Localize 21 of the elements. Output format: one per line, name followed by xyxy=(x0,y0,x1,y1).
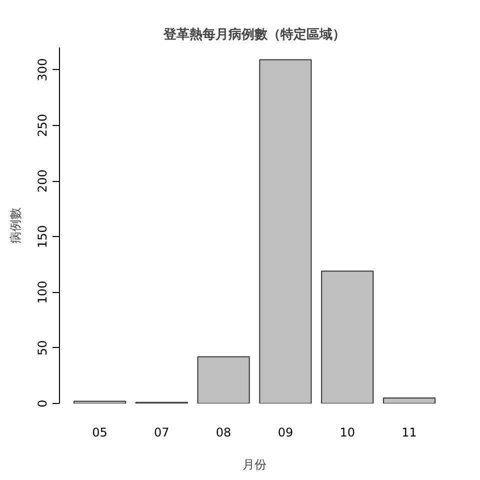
y-tick-label: 100 xyxy=(36,280,50,304)
bar xyxy=(259,59,312,404)
bar xyxy=(321,270,374,404)
x-tick-label: 08 xyxy=(216,426,232,440)
y-tick-label: 200 xyxy=(36,170,50,192)
x-tick-label: 11 xyxy=(402,426,417,440)
y-tick-label: 50 xyxy=(36,340,50,356)
bar xyxy=(382,397,436,404)
chart-title: 登革熱每月病例數（特定區域） xyxy=(162,26,346,42)
bar xyxy=(73,400,126,404)
y-tick-label: 150 xyxy=(36,225,50,248)
y-tick-label: 0 xyxy=(36,400,50,408)
y-tick-label: 250 xyxy=(36,114,50,137)
x-tick-label: 07 xyxy=(154,426,170,440)
y-tick-label: 300 xyxy=(36,58,50,82)
x-tick-label: 10 xyxy=(340,426,356,440)
x-tick-label: 05 xyxy=(92,426,108,440)
y-axis-title: 病例數 xyxy=(8,208,22,244)
x-axis-title: 月份 xyxy=(242,458,266,472)
x-tick-label: 09 xyxy=(278,426,294,440)
bar xyxy=(197,356,250,404)
